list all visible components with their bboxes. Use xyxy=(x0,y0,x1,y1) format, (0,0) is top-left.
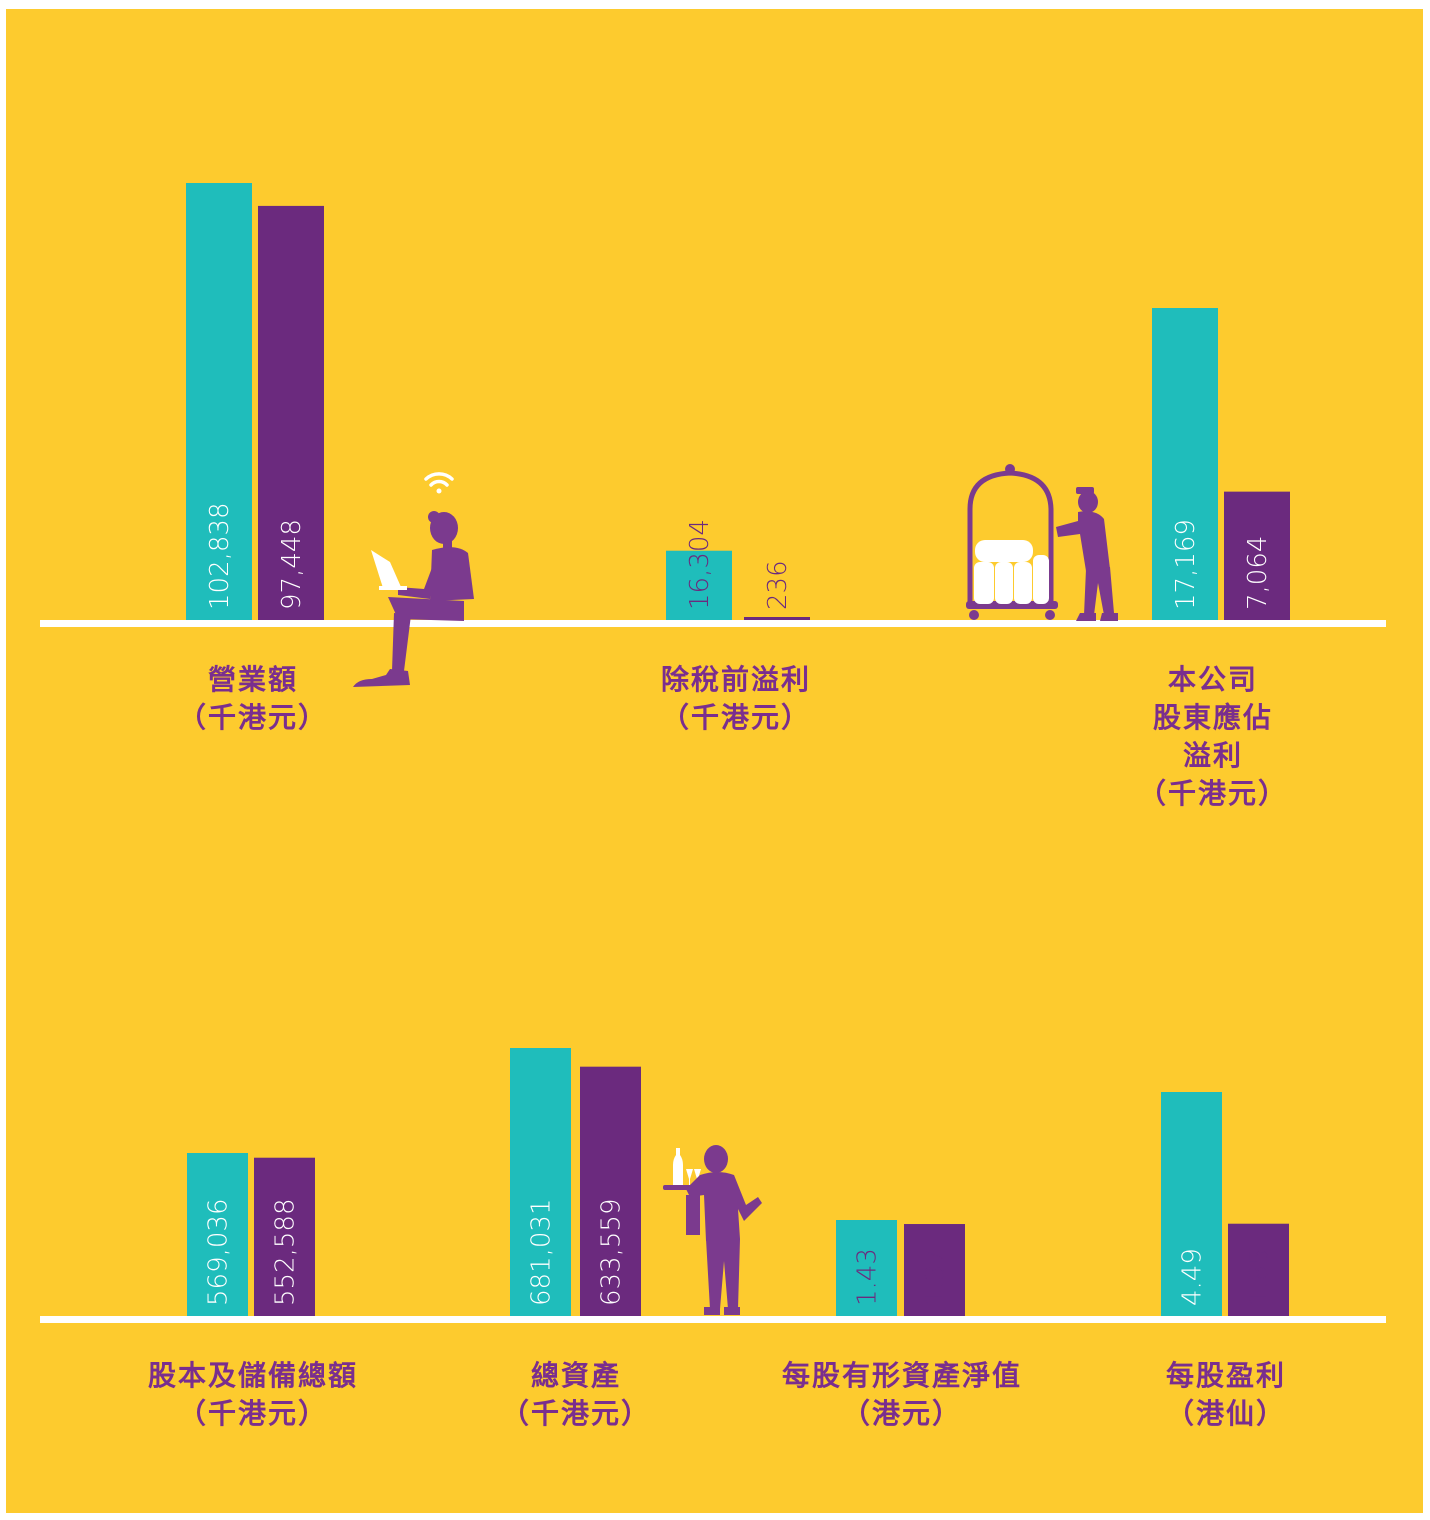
data-label-chart5-series1: 681,031 xyxy=(527,1198,557,1306)
waiter-with-tray-icon xyxy=(663,1145,762,1315)
data-label-chart5-series2: 633,559 xyxy=(597,1198,627,1306)
bar-chart3-series2 xyxy=(1224,491,1290,620)
bar-chart3-series1 xyxy=(1152,308,1218,620)
baseline-row-2 xyxy=(40,1316,1386,1323)
bar-chart6-series2 xyxy=(904,1224,965,1316)
bar-charts: 102,838 97,448 營業額 （千港元） 16,304 236 除稅前溢利 （千港元）… xyxy=(6,9,1423,1513)
data-label-chart6-series2: 1.37 xyxy=(921,1248,951,1306)
chart2-caption-line-1: 除稅前溢利 xyxy=(661,663,811,696)
chart3-caption-line-4: （千港元） xyxy=(1138,777,1288,810)
bar-chart2-series1 xyxy=(666,550,732,620)
data-label-chart3-series2: 7,064 xyxy=(1243,536,1273,610)
data-label-chart4-series2: 552,588 xyxy=(271,1198,301,1306)
chart3-caption-line-1: 本公司 xyxy=(1168,663,1258,696)
chart6-caption-line-2: （港元） xyxy=(842,1397,962,1430)
chart4-caption-line-2: （千港元） xyxy=(178,1397,328,1430)
data-label-chart7-series2: 1.85 xyxy=(1245,1248,1275,1306)
woman-with-laptop-icon xyxy=(353,511,474,687)
data-label-chart3-series1: 17,169 xyxy=(1171,519,1201,610)
chart7-caption-line-2: （港仙） xyxy=(1166,1397,1286,1430)
laptop-icon xyxy=(371,550,407,590)
chart3-caption-line-2: 股東應佔 xyxy=(1153,701,1273,734)
chart5-caption-line-2: （千港元） xyxy=(501,1397,651,1430)
bar-chart5-series1 xyxy=(510,1048,571,1316)
bar-chart4-series2 xyxy=(254,1157,315,1316)
bar-chart1-series2 xyxy=(258,205,324,620)
bar-chart7-series2 xyxy=(1228,1223,1289,1316)
wifi-icon xyxy=(424,472,454,494)
infographic-panel: 102,838 97,448 營業額 （千港元） 16,304 236 除稅前溢利 （千港元）… xyxy=(6,9,1423,1513)
chart1-caption-line-1: 營業額 xyxy=(208,663,298,696)
bar-chart7-series1 xyxy=(1161,1092,1222,1316)
bar-chart4-series1 xyxy=(187,1153,248,1316)
baseline-row-1 xyxy=(40,620,1386,627)
chart3-caption-line-3: 溢利 xyxy=(1183,739,1243,772)
data-label-chart6-series1: 1.43 xyxy=(853,1248,883,1306)
data-label-chart2-series2: 236 xyxy=(763,560,793,610)
chart2-caption-line-2: （千港元） xyxy=(661,701,811,734)
data-label-chart4-series1: 569,036 xyxy=(204,1198,234,1306)
chart6-caption-line-1: 每股有形資產淨值 xyxy=(782,1359,1022,1392)
chart4-caption-line-1: 股本及儲備總額 xyxy=(148,1359,358,1392)
data-label-chart1-series1: 102,838 xyxy=(205,502,235,610)
bellhop-with-luggage-cart-icon xyxy=(966,464,1118,621)
data-label-chart1-series2: 97,448 xyxy=(277,519,307,610)
bar-chart1-series1 xyxy=(186,183,252,620)
chart7-caption-line-1: 每股盈利 xyxy=(1166,1359,1286,1392)
bar-chart2-series2 xyxy=(744,617,810,620)
data-label-chart2-series1: 16,304 xyxy=(685,519,715,610)
bar-chart5-series2 xyxy=(580,1066,641,1316)
bar-chart6-series1 xyxy=(836,1220,897,1316)
chart1-caption-line-2: （千港元） xyxy=(178,701,328,734)
data-label-chart7-series1: 4.49 xyxy=(1178,1248,1208,1306)
chart5-caption-line-1: 總資產 xyxy=(531,1359,621,1392)
